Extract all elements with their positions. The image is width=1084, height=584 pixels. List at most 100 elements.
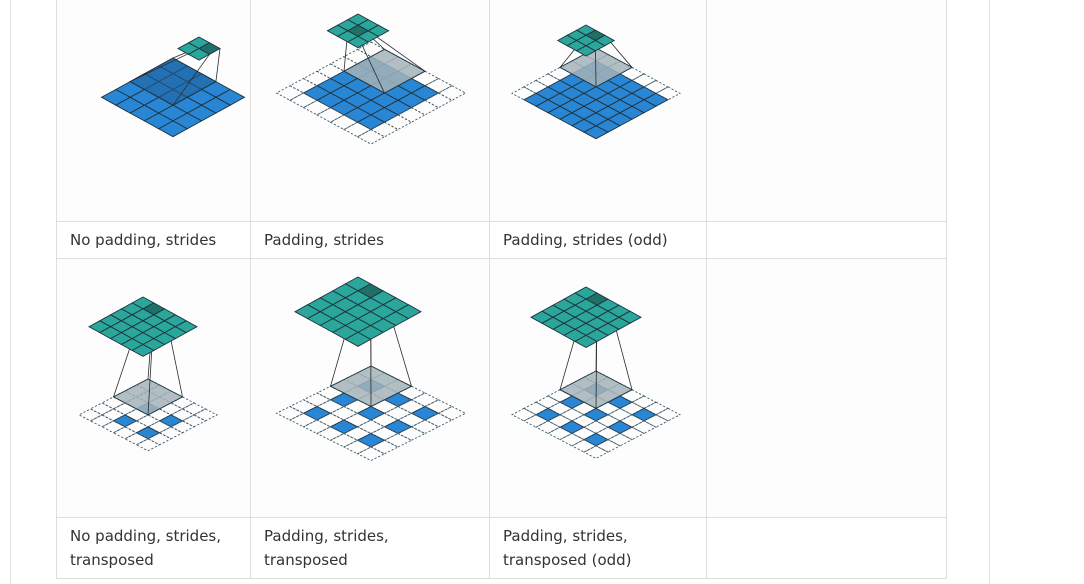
padding-cell: [158, 426, 184, 440]
output-grid: [326, 13, 390, 49]
caption-empty: [706, 517, 947, 579]
empty-cell: [706, 258, 947, 518]
output-grid: [556, 24, 616, 57]
padding-cell: [289, 77, 318, 94]
padding-cell: [643, 79, 669, 94]
grid-cell: [575, 45, 597, 57]
padding-cell: [655, 407, 681, 422]
grid-cell: [559, 420, 585, 434]
padding-cell: [135, 414, 161, 428]
kernel-window: [112, 378, 184, 416]
projection-line: [172, 54, 210, 106]
grid-cell: [383, 419, 413, 435]
padding-cell: [369, 439, 400, 455]
padding-cell: [571, 414, 597, 428]
grid-cell: [112, 414, 138, 428]
grid-cell: [356, 405, 386, 421]
grid-cell: [583, 407, 609, 422]
padding-cell: [607, 407, 633, 422]
projection-line: [357, 36, 385, 94]
padding-cell: [595, 439, 621, 453]
caption-empty: [706, 221, 947, 259]
padding-cell: [78, 408, 103, 422]
padding-cell: [356, 128, 386, 145]
padding-cell: [275, 85, 305, 101]
padding-cell: [583, 445, 609, 459]
padding-cell: [571, 426, 597, 441]
grid-cell: [574, 334, 598, 349]
padding-cell: [424, 77, 453, 94]
padding-cell: [535, 395, 561, 409]
padding-cell: [631, 420, 657, 434]
padding-cell: [535, 420, 561, 434]
padding-cell: [535, 73, 561, 88]
grid-cell: [346, 35, 370, 49]
empty-cell: [706, 0, 947, 222]
padding-cell: [356, 419, 386, 435]
animation-cell: [489, 258, 707, 518]
padding-cell: [607, 432, 633, 447]
grid-cell: [344, 331, 372, 347]
padding-cell: [523, 79, 549, 94]
caption: Padding, strides (odd): [489, 221, 707, 259]
animation-cell: [250, 0, 490, 222]
page-right-border: [989, 0, 990, 584]
grid-cell: [631, 407, 657, 422]
grid-cell: [410, 405, 440, 421]
padding-cell: [329, 432, 359, 448]
padding-cell: [437, 405, 467, 421]
animation-cell: [56, 0, 251, 222]
grid-cell: [329, 419, 359, 435]
padding-cell: [124, 432, 149, 446]
padding-cell: [101, 420, 126, 434]
grid-cell: [187, 47, 211, 61]
padding-cell: [437, 85, 467, 101]
animation-cell: [489, 0, 707, 222]
grid-cell: [535, 407, 561, 422]
padding-cell: [89, 414, 115, 428]
padding-cell: [583, 420, 609, 434]
padding-cell: [383, 405, 413, 421]
padding-cell: [559, 407, 585, 422]
padding-cell: [631, 73, 657, 88]
padding-cell: [511, 86, 537, 101]
padding-strides-transposed-odd-animation: [511, 286, 681, 459]
caption: Padding, strides: [250, 221, 490, 259]
padding-cell: [511, 407, 537, 422]
padding-cell: [643, 401, 669, 416]
page-left-border: [10, 0, 11, 584]
padding-cell: [410, 419, 440, 435]
output-grid: [294, 276, 422, 347]
caption-row-2: No padding, strides, transposed Padding,…: [56, 517, 947, 579]
animation-row-1: [56, 0, 947, 222]
padding-strides-animation: [275, 13, 467, 145]
grid-cell: [131, 343, 155, 357]
output-grid: [177, 36, 221, 61]
padding-cell: [383, 432, 413, 448]
padding-cell: [112, 426, 138, 440]
padding-cell: [547, 426, 573, 441]
grid-cell: [583, 125, 609, 140]
padding-cell: [396, 426, 427, 441]
padding-cell: [559, 432, 585, 447]
animation-row-2: [56, 258, 947, 518]
padding-cell: [619, 414, 645, 428]
padding-cell: [275, 405, 305, 421]
padding-cell: [547, 414, 573, 428]
padding-cell: [619, 401, 645, 416]
padding-cell: [595, 426, 621, 441]
padding-cell: [410, 392, 440, 408]
convolution-animation-table: No padding, strides Padding, strides Pad…: [56, 0, 947, 579]
padding-strides-odd-animation: [511, 24, 681, 140]
projection-line: [215, 48, 221, 82]
grid-cell: [356, 432, 386, 448]
grid-cell: [302, 405, 332, 421]
animation-cell: [250, 258, 490, 518]
caption-row-1: No padding, strides Padding, strides Pad…: [56, 221, 947, 259]
output-grid: [88, 296, 198, 357]
caption: No padding, strides: [56, 221, 251, 259]
caption: No padding, strides, transposed: [56, 517, 251, 579]
no-padding-strides-transposed-animation: [78, 296, 218, 452]
padding-cell: [631, 395, 657, 409]
padding-cell: [302, 392, 332, 408]
